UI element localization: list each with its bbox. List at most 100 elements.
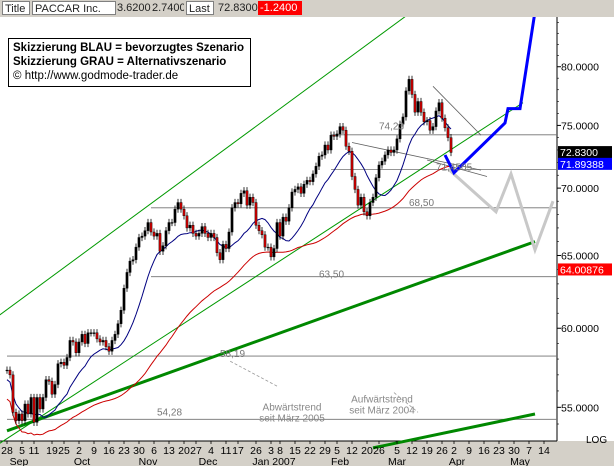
price-chart[interactable]: 74,23 71,4505 68,50 63,50 58,19 54,28 Abwärtst… xyxy=(0,17,614,466)
candle-body xyxy=(20,413,24,421)
candle-body xyxy=(131,259,135,262)
candle-body xyxy=(449,137,453,153)
candle-body xyxy=(392,149,396,153)
price-tag-label: 72.8300 xyxy=(560,147,598,159)
candle-body xyxy=(359,197,363,206)
candle-body xyxy=(122,288,126,311)
candle-body xyxy=(173,208,177,223)
candle-body xyxy=(152,231,156,237)
candle-body xyxy=(305,180,309,185)
uptrend-line-2004 xyxy=(6,240,536,433)
security-name[interactable]: PACCAR Inc. xyxy=(32,1,116,15)
x-tick-label: 25 xyxy=(58,445,70,457)
candle-body xyxy=(308,180,312,182)
candle-body xyxy=(266,246,270,249)
candle-body xyxy=(386,149,390,156)
x-tick-label: 30 xyxy=(133,445,145,457)
price-tag-label: 71.89388 xyxy=(560,159,604,171)
y-tick-label: 65.0000 xyxy=(561,250,599,262)
y-tick-label: 80.0000 xyxy=(561,62,599,74)
candle-body xyxy=(68,340,72,358)
candle-body xyxy=(77,341,81,354)
candle-body xyxy=(275,222,279,249)
candle-body xyxy=(35,397,39,423)
candle-body xyxy=(227,231,231,249)
candle-body xyxy=(239,193,243,205)
candle-body xyxy=(341,126,345,131)
change-value: -1.2400 xyxy=(258,1,302,15)
candle-body xyxy=(164,230,168,246)
candle-body xyxy=(50,381,54,395)
candle-body xyxy=(329,134,333,151)
candle-body xyxy=(17,413,21,421)
trend-label-pointer xyxy=(393,392,419,413)
x-tick-label: 2 xyxy=(76,445,82,457)
x-tick-label: 16 xyxy=(103,445,115,457)
x-tick-label: 7 xyxy=(526,445,532,457)
x-tick-label: 15 xyxy=(289,445,301,457)
candle-body xyxy=(377,164,381,178)
x-month-label: Mar xyxy=(388,456,407,466)
candle-body xyxy=(356,189,360,206)
website-link[interactable]: http://www.godmode-trader.de xyxy=(24,70,179,82)
last-value: 72.8300 xyxy=(218,2,258,14)
x-axis-area xyxy=(0,441,614,466)
candle-body xyxy=(434,110,438,127)
level-label: 68,50 xyxy=(409,198,434,209)
x-tick-label: 26 xyxy=(250,445,262,457)
candle-body xyxy=(233,202,237,209)
candle-body xyxy=(440,102,444,119)
x-tick-label: 29 xyxy=(319,445,331,457)
candle-body xyxy=(47,379,51,382)
candle-body xyxy=(371,197,375,203)
trend-label-pointer xyxy=(228,360,278,387)
candle-body xyxy=(62,361,66,366)
candle-body xyxy=(11,374,15,413)
candle-body xyxy=(32,397,36,423)
x-tick-label: 26 xyxy=(436,445,448,457)
price-tag xyxy=(558,263,612,276)
x-month-label: Dec xyxy=(199,456,218,466)
candle-body xyxy=(56,363,60,385)
candle-body xyxy=(263,234,267,248)
candle-body xyxy=(254,202,258,226)
x-month-label: May xyxy=(510,456,531,466)
candle-body xyxy=(23,403,27,421)
candle-body xyxy=(215,237,219,253)
candle-body xyxy=(140,235,144,238)
candle-body xyxy=(38,397,42,410)
candle-body xyxy=(29,397,33,415)
candle-body xyxy=(245,190,249,206)
candle-body xyxy=(290,191,294,209)
candle-body xyxy=(401,116,405,125)
candle-body xyxy=(350,151,354,177)
candle-body xyxy=(224,244,228,249)
candle-body xyxy=(125,272,129,289)
x-month-label: Jan 2007 xyxy=(252,456,295,466)
copyright-icon: © xyxy=(13,70,22,82)
candle-body xyxy=(188,225,192,229)
alternative-scenario-path xyxy=(446,167,555,255)
candle-body xyxy=(251,197,255,203)
candle-body xyxy=(158,233,162,252)
title-label[interactable]: Title xyxy=(2,1,30,15)
candle-body xyxy=(221,244,225,260)
candle-body xyxy=(422,111,426,122)
x-tick-label: 3 xyxy=(268,445,274,457)
scale-mode-label: LOG xyxy=(586,435,607,446)
candle-body xyxy=(170,222,174,224)
candle-body xyxy=(110,340,114,352)
candle-body xyxy=(209,233,213,238)
x-tick-label: 17 xyxy=(232,445,244,457)
candle-body xyxy=(65,357,69,366)
candle-body xyxy=(395,138,399,151)
candle-body xyxy=(335,133,339,137)
candle-body xyxy=(41,397,45,410)
title-bar: Title PACCAR Inc. 3.6200 2.7400 Last 72.… xyxy=(0,0,614,18)
candle-body xyxy=(344,130,348,147)
trend-label: Aufwärtstrend seit März 2004 xyxy=(349,394,415,416)
candle-body xyxy=(134,246,138,260)
candle-body xyxy=(299,186,303,194)
candle-body xyxy=(8,369,12,376)
field-a: 3.6200 xyxy=(117,2,151,14)
